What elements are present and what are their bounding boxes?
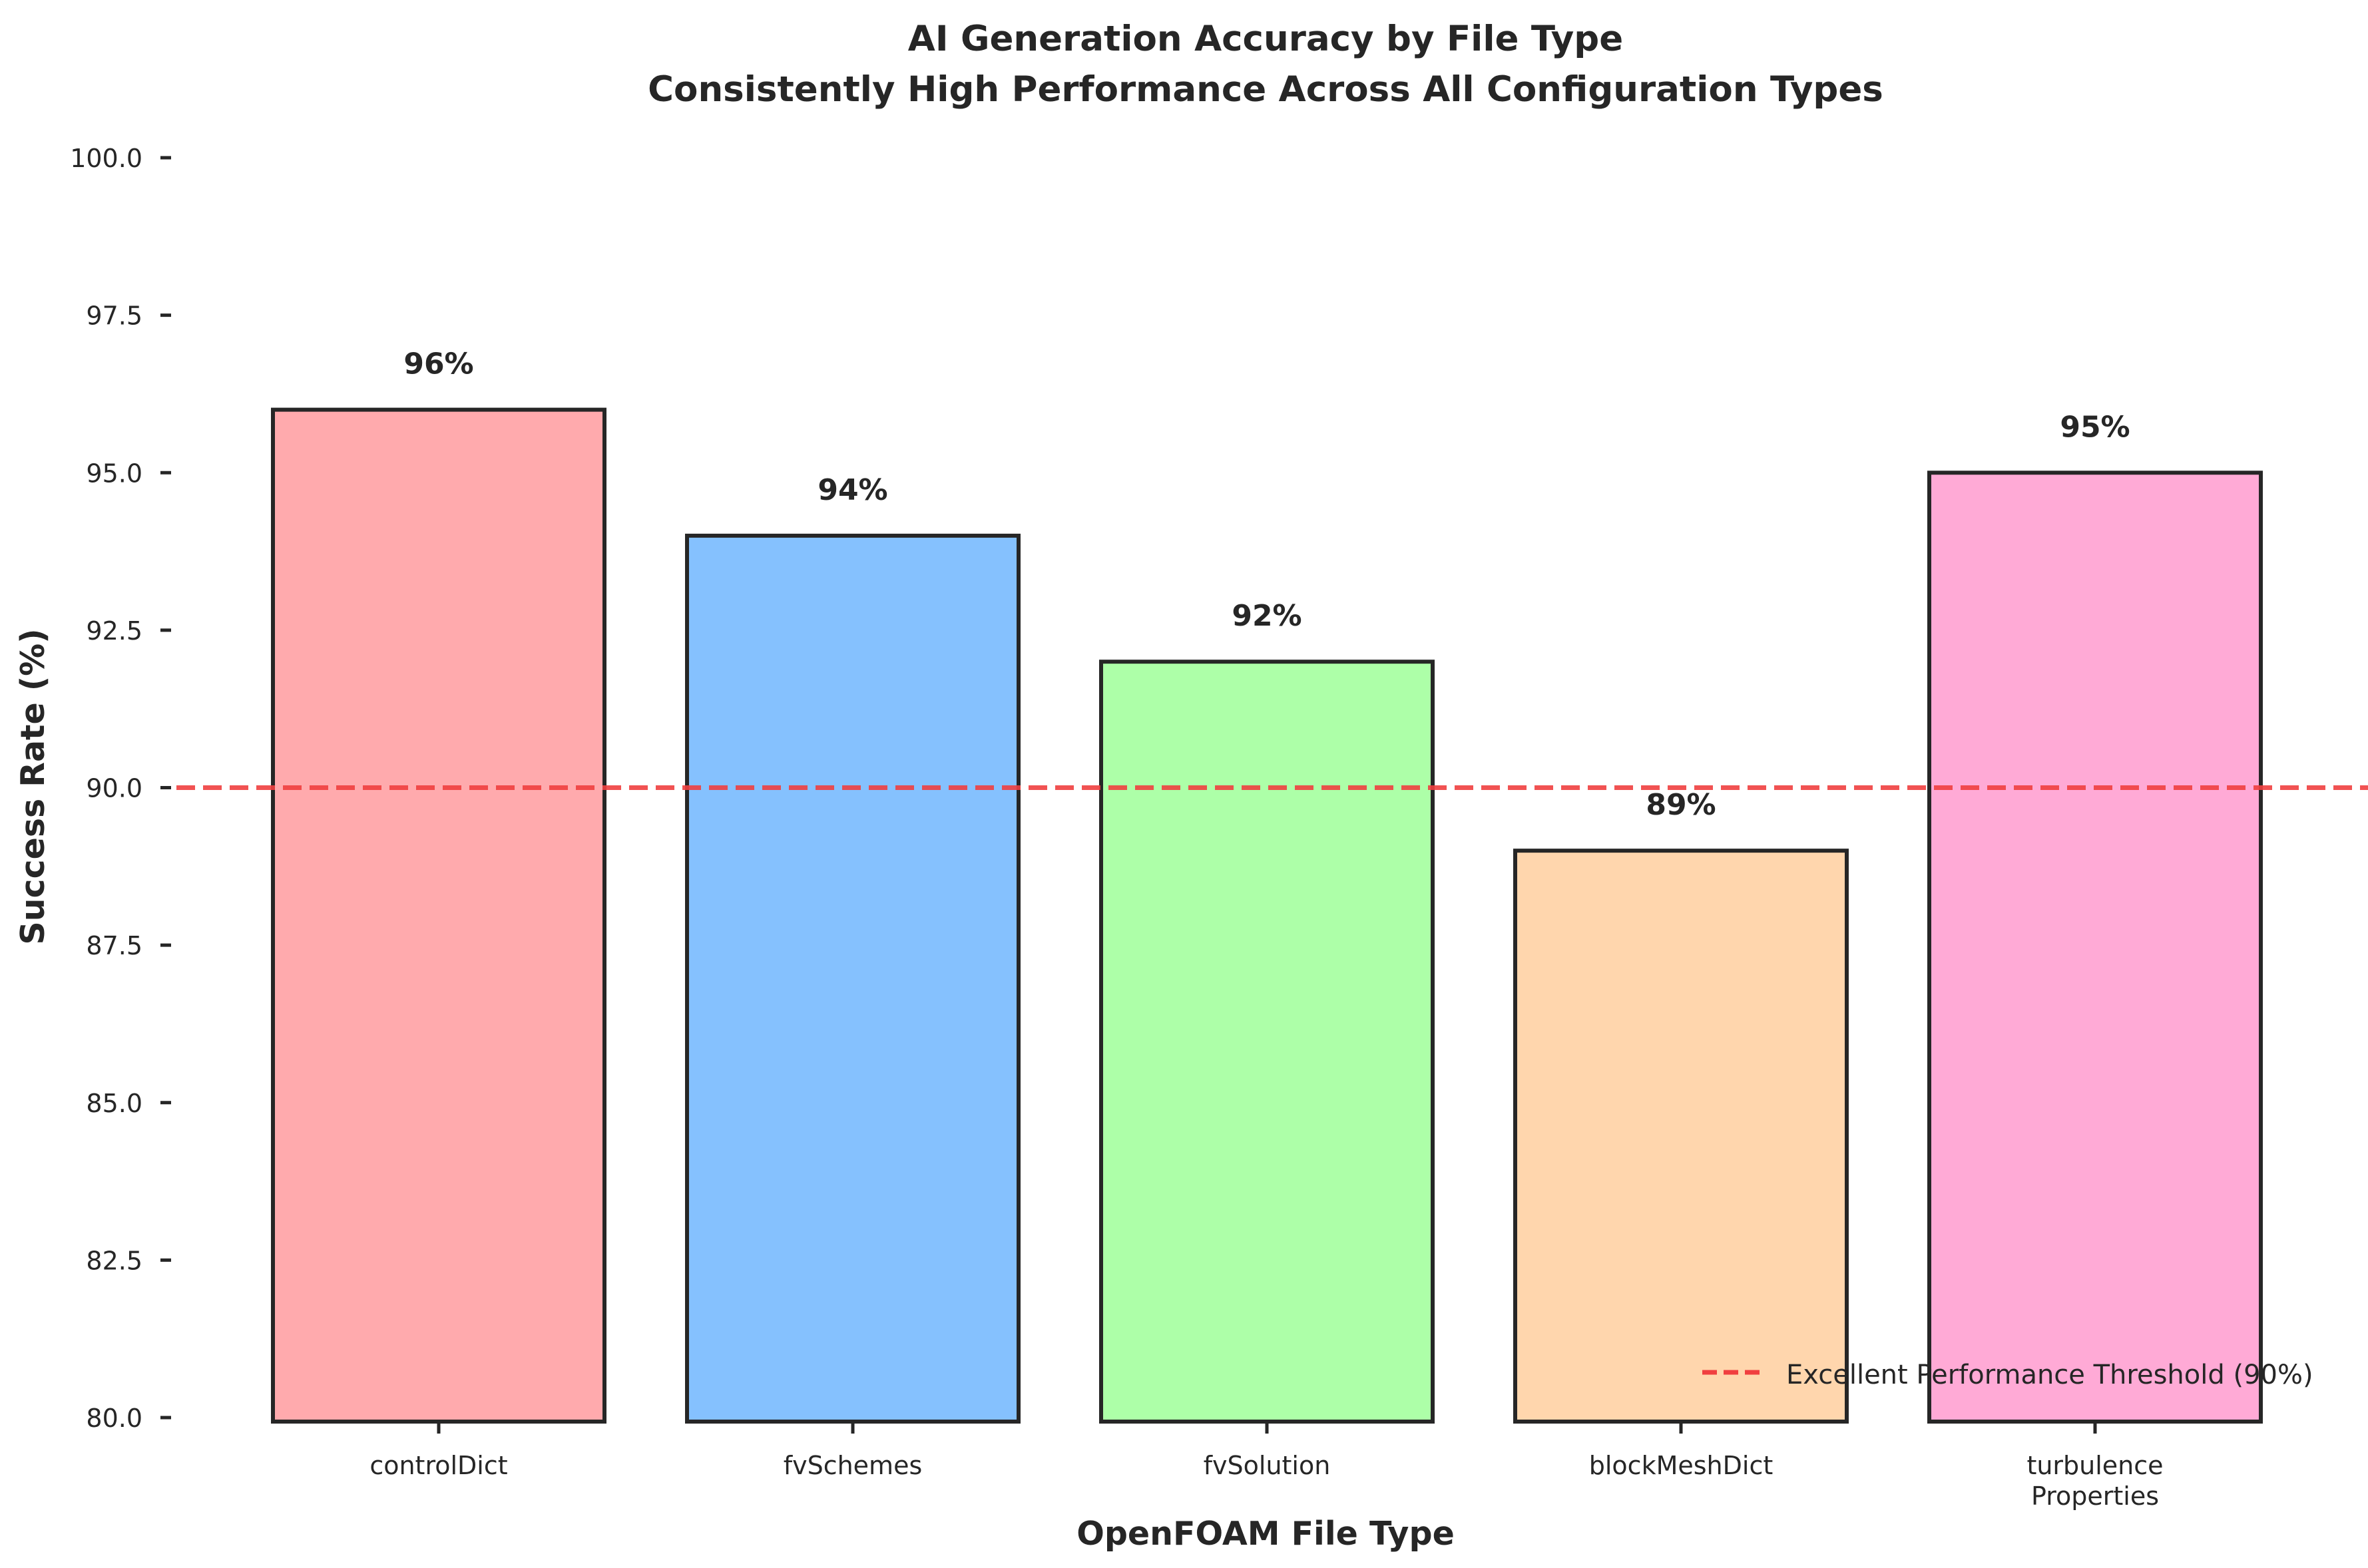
y-tick-label: 82.5: [86, 1246, 142, 1275]
chart-title: AI Generation Accuracy by File Type: [908, 19, 1623, 59]
y-tick-label: 97.5: [86, 301, 142, 331]
data-label: 89%: [1646, 788, 1716, 822]
data-label: 96%: [403, 347, 473, 381]
chart-subtitle: Consistently High Performance Across All…: [648, 69, 1883, 110]
title-group: AI Generation Accuracy by File Type Cons…: [648, 19, 1883, 110]
x-axis: controlDict fvSchemes fvSolution blockMeshD…: [369, 1423, 2164, 1511]
legend-threshold-label: Excellent Performance Threshold (90%): [1786, 1360, 2313, 1390]
y-tick-label: 92.5: [86, 616, 142, 646]
bar-blockMeshDict: [1513, 849, 1849, 1424]
y-axis-label: Success Rate (%): [14, 628, 52, 944]
x-tick-label: controlDict: [369, 1451, 507, 1480]
x-tick-label: blockMeshDict: [1589, 1451, 1773, 1480]
x-tick-label: turbulence Properties: [2026, 1451, 2163, 1511]
x-tick-label: fvSchemes: [784, 1451, 923, 1480]
data-label: 94%: [818, 473, 887, 507]
y-tick-label: 100.0: [70, 144, 142, 173]
legend: Excellent Performance Threshold (90%): [1702, 1360, 2313, 1390]
x-axis-label: OpenFOAM File Type: [1076, 1515, 1455, 1553]
y-tick-label: 85.0: [86, 1089, 142, 1118]
bar-fvSchemes: [685, 533, 1021, 1424]
y-tick-label: 80.0: [86, 1404, 142, 1433]
data-label: 95%: [2060, 410, 2130, 444]
data-label: 92%: [1232, 599, 1302, 633]
y-tick-label: 95.0: [86, 459, 142, 488]
bar-fvSolution: [1099, 660, 1435, 1424]
y-axis: 80.0 82.5 85.0 87.5 90.0 92.5 95.0 97.5 100.0: [70, 144, 171, 1433]
data-labels: 96% 94% 92% 89% 95%: [403, 347, 2130, 823]
bar-controlDict: [271, 407, 606, 1424]
y-tick-label: 90.0: [86, 774, 142, 803]
bars-layer: [271, 407, 2263, 1424]
x-tick-label: fvSolution: [1204, 1451, 1331, 1480]
y-tick-label: 87.5: [86, 931, 142, 960]
bar-turbulenceProperties: [1927, 471, 2263, 1424]
